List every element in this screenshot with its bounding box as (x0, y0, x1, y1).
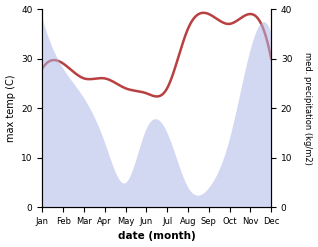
Y-axis label: max temp (C): max temp (C) (5, 74, 16, 142)
Y-axis label: med. precipitation (kg/m2): med. precipitation (kg/m2) (303, 52, 313, 165)
X-axis label: date (month): date (month) (118, 231, 196, 242)
